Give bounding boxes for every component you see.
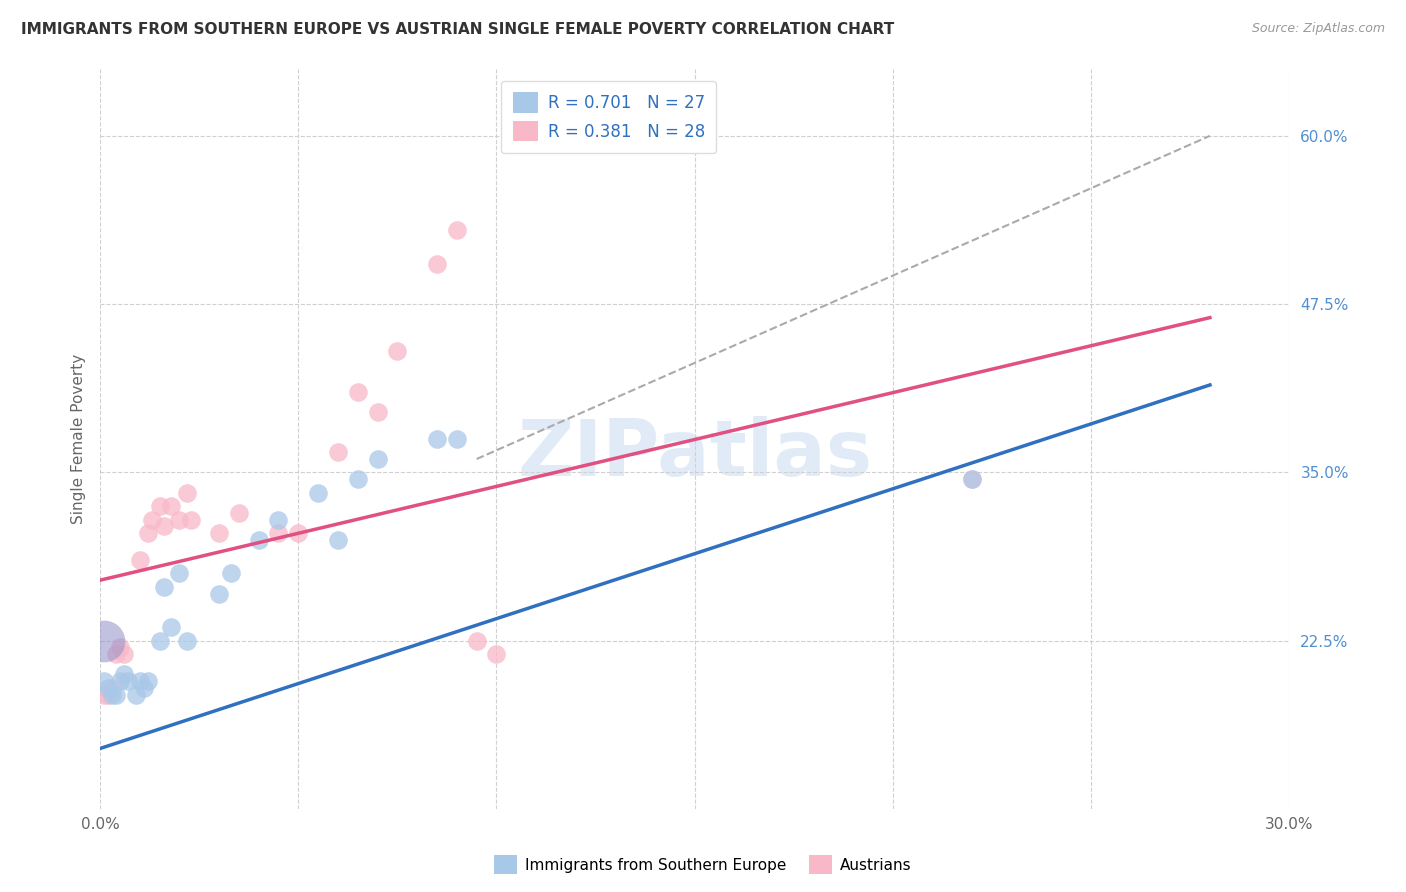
Text: Source: ZipAtlas.com: Source: ZipAtlas.com <box>1251 22 1385 36</box>
Point <box>960 472 983 486</box>
Point <box>307 485 329 500</box>
Point <box>176 633 198 648</box>
Point <box>169 566 191 581</box>
Point <box>287 526 309 541</box>
Point <box>97 688 120 702</box>
Y-axis label: Single Female Poverty: Single Female Poverty <box>72 353 86 524</box>
Point <box>367 452 389 467</box>
Point <box>108 640 131 655</box>
Point <box>346 384 368 399</box>
Point <box>326 445 349 459</box>
Point <box>446 432 468 446</box>
Point <box>169 512 191 526</box>
Point <box>446 223 468 237</box>
Point <box>141 512 163 526</box>
Point <box>93 633 115 648</box>
Point <box>160 620 183 634</box>
Point <box>176 485 198 500</box>
Point <box>485 647 508 661</box>
Point <box>93 688 115 702</box>
Point <box>465 633 488 648</box>
Point <box>101 681 124 695</box>
Point <box>112 667 135 681</box>
Point <box>152 580 174 594</box>
Point <box>367 405 389 419</box>
Point <box>104 688 127 702</box>
Text: ZIPatlas: ZIPatlas <box>517 416 872 491</box>
Point <box>128 553 150 567</box>
Point <box>93 674 115 689</box>
Point <box>346 472 368 486</box>
Point <box>326 533 349 547</box>
Point <box>104 647 127 661</box>
Point <box>208 526 231 541</box>
Text: IMMIGRANTS FROM SOUTHERN EUROPE VS AUSTRIAN SINGLE FEMALE POVERTY CORRELATION CH: IMMIGRANTS FROM SOUTHERN EUROPE VS AUSTR… <box>21 22 894 37</box>
Point <box>426 432 449 446</box>
Point <box>247 533 270 547</box>
Legend: R = 0.701   N = 27, R = 0.381   N = 28: R = 0.701 N = 27, R = 0.381 N = 28 <box>501 80 717 153</box>
Point <box>960 472 983 486</box>
Point <box>267 512 290 526</box>
Point <box>149 499 172 513</box>
Point <box>219 566 242 581</box>
Point <box>208 587 231 601</box>
Point <box>136 674 159 689</box>
Point <box>152 519 174 533</box>
Point <box>426 257 449 271</box>
Point <box>108 674 131 689</box>
Point <box>228 506 250 520</box>
Point <box>149 633 172 648</box>
Point <box>112 647 135 661</box>
Point <box>267 526 290 541</box>
Point <box>180 512 202 526</box>
Point <box>160 499 183 513</box>
Point <box>97 681 120 695</box>
Point <box>101 688 124 702</box>
Point <box>128 674 150 689</box>
Point <box>117 674 139 689</box>
Point <box>125 688 148 702</box>
Point <box>387 344 409 359</box>
Legend: Immigrants from Southern Europe, Austrians: Immigrants from Southern Europe, Austria… <box>488 849 918 880</box>
Point <box>132 681 155 695</box>
Point <box>136 526 159 541</box>
